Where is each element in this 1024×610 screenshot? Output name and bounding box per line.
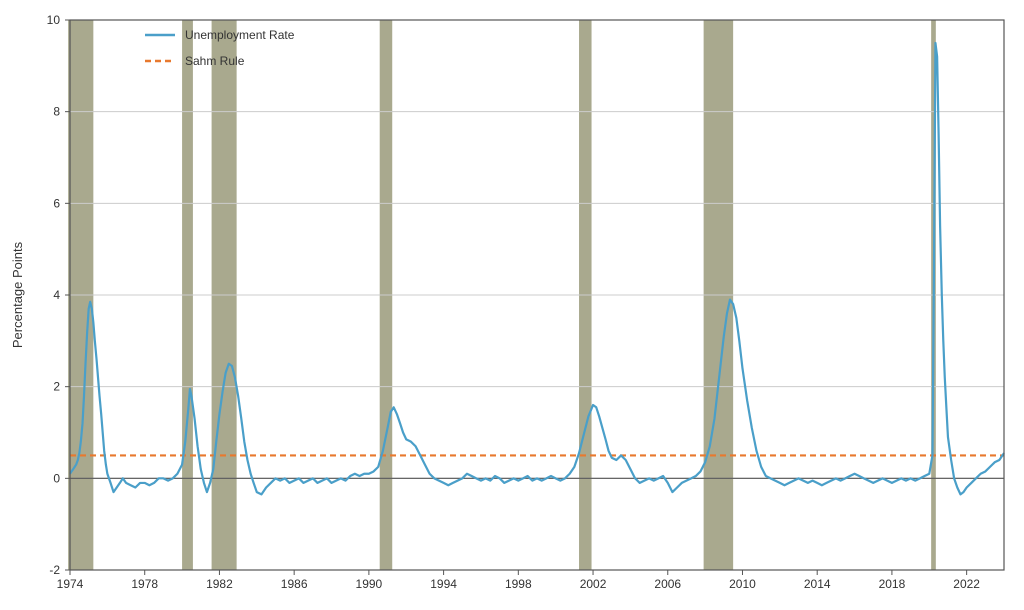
x-tick-label: 2018 [879, 577, 906, 591]
chart-container: -2 0 2 4 6 8 10 Percentage Points 1974 1978 1982 19… [0, 0, 1024, 610]
x-tick-label: 1994 [430, 577, 457, 591]
y-tick-label: -2 [49, 563, 60, 577]
chart-svg: -2 0 2 4 6 8 10 Percentage Points 1974 1978 1982 19… [0, 0, 1024, 610]
x-tick-label: 2002 [580, 577, 607, 591]
legend-label: Unemployment Rate [185, 28, 295, 42]
y-tick-label: 8 [53, 105, 60, 119]
x-tick-label: 1974 [57, 577, 84, 591]
y-axis-title: Percentage Points [10, 241, 25, 348]
x-tick-label: 1998 [505, 577, 532, 591]
unemployment-line [70, 43, 1004, 494]
x-tick-label: 2014 [804, 577, 831, 591]
gridlines [70, 20, 1004, 478]
y-tick-label: 6 [53, 196, 60, 210]
x-tick-label: 1990 [356, 577, 383, 591]
x-tick-label: 2010 [729, 577, 756, 591]
x-tick-label: 2022 [953, 577, 980, 591]
x-tick-label: 1982 [206, 577, 233, 591]
y-tick-label: 2 [53, 380, 60, 394]
x-tick-label: 1978 [131, 577, 158, 591]
y-tick-label: 10 [47, 13, 61, 27]
legend-label: Sahm Rule [185, 54, 245, 68]
y-tick-label: 4 [53, 288, 60, 302]
x-tick-label: 2006 [654, 577, 681, 591]
y-tick-label: 0 [53, 471, 60, 485]
x-tick-label: 1986 [281, 577, 308, 591]
